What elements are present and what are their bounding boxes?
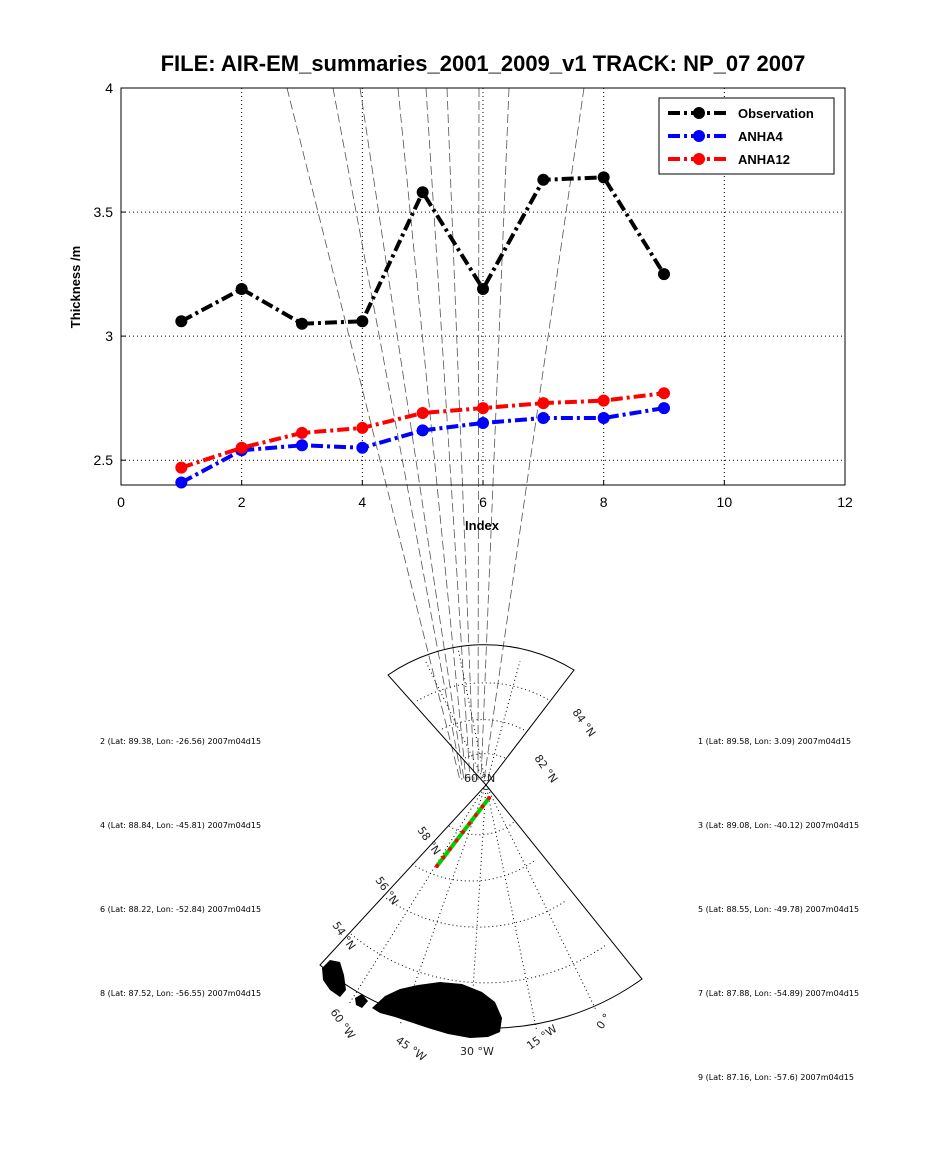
track-point bbox=[454, 838, 459, 843]
track-point bbox=[448, 847, 452, 851]
leader-line bbox=[332, 87, 463, 781]
series-point bbox=[477, 416, 489, 429]
greenland-landmass bbox=[322, 960, 502, 1038]
y-tick-label: 4 bbox=[105, 80, 113, 96]
y-tick-label: 3 bbox=[105, 328, 113, 344]
series-lines bbox=[175, 171, 670, 489]
y-tick-label: 2.5 bbox=[94, 452, 114, 468]
series-point bbox=[537, 412, 550, 425]
track-point-label: 4 (Lat: 88.84, Lon: -45.81) 2007m04d15 bbox=[100, 821, 261, 830]
series-point bbox=[356, 441, 369, 454]
track-point-label: 9 (Lat: 87.16, Lon: -57.6) 2007m04d15 bbox=[698, 1073, 854, 1082]
series-point bbox=[658, 402, 670, 415]
legend-box bbox=[658, 97, 835, 175]
x-tick-label: 12 bbox=[837, 494, 853, 510]
track-point bbox=[435, 864, 439, 868]
leader-line bbox=[425, 87, 471, 781]
series-point bbox=[477, 402, 489, 415]
track-point-label: 8 (Lat: 87.52, Lon: -56.55) 2007m04d15 bbox=[100, 989, 261, 998]
legend-swatch-marker bbox=[693, 107, 705, 119]
x-tick-label: 10 bbox=[717, 494, 733, 510]
series-point bbox=[537, 397, 550, 410]
track-point bbox=[461, 830, 465, 834]
series-point bbox=[235, 282, 248, 295]
series-point bbox=[658, 268, 670, 281]
series-point bbox=[296, 426, 308, 439]
series-point bbox=[356, 315, 369, 328]
series-point bbox=[416, 186, 429, 199]
chart-title: FILE: AIR-EM_summaries_2001_2009_v1 TRAC… bbox=[161, 51, 806, 76]
x-tick-label: 4 bbox=[358, 494, 366, 510]
y-axis-label: Thickness /m bbox=[68, 246, 83, 328]
series-point bbox=[175, 315, 188, 328]
longitude-label: 30 °W bbox=[460, 1045, 494, 1058]
series-point bbox=[296, 317, 308, 330]
series-point bbox=[296, 439, 308, 452]
x-tick-label: 0 bbox=[117, 494, 125, 510]
legend-swatch-marker bbox=[693, 153, 705, 165]
x-tick-label: 2 bbox=[238, 494, 246, 510]
track-point-label: 5 (Lat: 88.55, Lon: -49.78) 2007m04d15 bbox=[698, 905, 859, 914]
series-point bbox=[235, 441, 248, 454]
legend-items: Observation ANHA4 ANHA12 bbox=[668, 106, 814, 167]
y-tick-labels: 2.5 3 3.5 4 bbox=[94, 80, 114, 468]
legend: Observation ANHA4 ANHA12 bbox=[658, 97, 835, 175]
x-tick-labels: 0 2 4 6 8 10 12 bbox=[117, 494, 853, 510]
plot-frame bbox=[120, 87, 846, 486]
series-point bbox=[356, 421, 369, 434]
series-point bbox=[175, 476, 188, 489]
track-point bbox=[474, 813, 478, 817]
leader-line bbox=[477, 87, 480, 781]
track-point-labels: 1 (Lat: 89.58, Lon: 3.09) 2007m04d15 2 (L… bbox=[100, 737, 859, 1082]
x-tick-label: 8 bbox=[600, 494, 608, 510]
grid-lines bbox=[120, 87, 846, 485]
track-point bbox=[480, 804, 485, 809]
legend-label: ANHA12 bbox=[738, 152, 790, 167]
leader-line bbox=[480, 87, 510, 781]
series-point bbox=[416, 407, 429, 420]
leader-line bbox=[397, 87, 467, 781]
x-axis-label: Index bbox=[465, 518, 500, 533]
series-point bbox=[597, 412, 610, 425]
series-point bbox=[477, 282, 489, 295]
series-point bbox=[416, 424, 429, 437]
series-point bbox=[537, 173, 550, 186]
track-point bbox=[441, 855, 446, 860]
track-point-label: 3 (Lat: 89.08, Lon: -40.12) 2007m04d15 bbox=[698, 821, 859, 830]
legend-label: Observation bbox=[738, 106, 814, 121]
track-point-label: 2 (Lat: 89.38, Lon: -26.56) 2007m04d15 bbox=[100, 737, 261, 746]
series-point bbox=[597, 394, 610, 407]
flight-track bbox=[435, 796, 491, 868]
y-tick-label: 3.5 bbox=[94, 204, 114, 220]
index-to-map-leader-lines bbox=[286, 87, 585, 781]
series-point bbox=[658, 387, 670, 400]
track-point-label: 7 (Lat: 87.88, Lon: -54.89) 2007m04d15 bbox=[698, 989, 859, 998]
map-upper-sector bbox=[387, 644, 575, 786]
legend-swatch-marker bbox=[693, 130, 705, 142]
latitude-label: 60 °N bbox=[464, 772, 495, 785]
legend-label: ANHA4 bbox=[738, 129, 784, 144]
x-tick-label: 6 bbox=[479, 494, 487, 510]
leader-line bbox=[286, 87, 461, 781]
track-point bbox=[487, 796, 491, 800]
track-point bbox=[467, 821, 472, 826]
series-point bbox=[175, 461, 188, 474]
leader-line bbox=[446, 87, 475, 781]
track-point-label: 1 (Lat: 89.58, Lon: 3.09) 2007m04d15 bbox=[698, 737, 851, 746]
track-point-label: 6 (Lat: 88.22, Lon: -52.84) 2007m04d15 bbox=[100, 905, 261, 914]
series-point bbox=[597, 171, 610, 184]
